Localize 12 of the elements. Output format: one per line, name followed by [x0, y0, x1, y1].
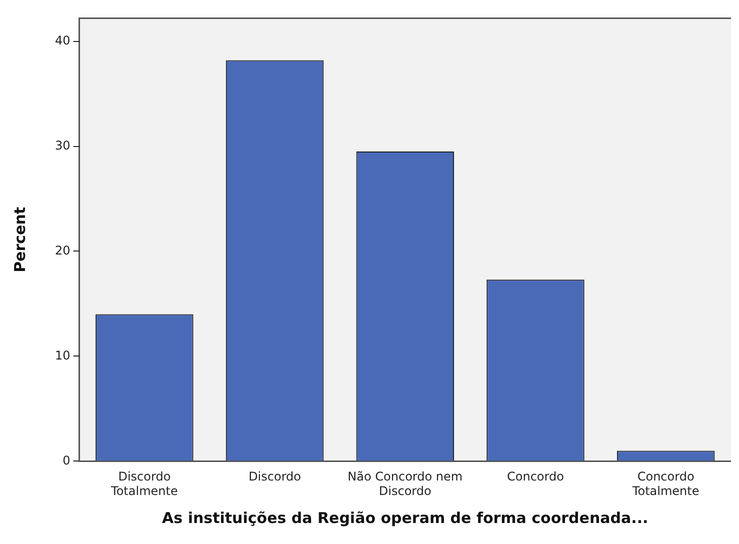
y-tick-label: 0 [62, 453, 70, 468]
y-tick-label: 10 [54, 348, 70, 362]
y-tick-label: 40 [54, 33, 70, 48]
y-axis-title: Percent [10, 206, 29, 272]
x-tick-label: Concordo [507, 470, 564, 484]
x-tick-label: Discordo [248, 470, 302, 484]
x-tick-label: Discordo Totalmente [110, 470, 178, 498]
x-tick-label: Concordo Totalmente [631, 470, 700, 498]
x-tick-label: Não Concordo nem Discordo [348, 470, 463, 498]
y-tick-label: 30 [54, 138, 70, 152]
y-tick-label: 20 [54, 243, 70, 258]
x-axis-title: As instituições da Região operam de forma coordenada... [162, 508, 648, 527]
